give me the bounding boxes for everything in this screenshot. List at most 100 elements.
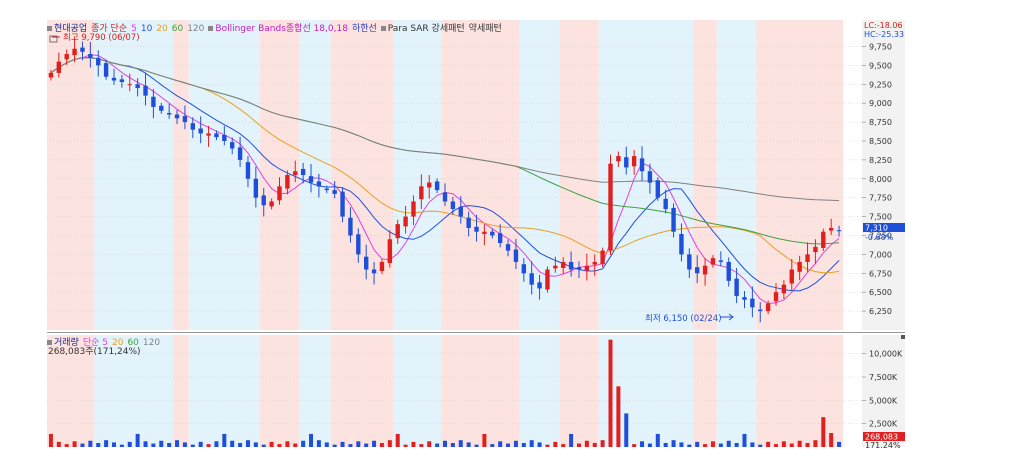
volume-bar xyxy=(285,441,290,447)
candle-body xyxy=(237,147,243,160)
volume-bar xyxy=(364,443,369,447)
volume-bar xyxy=(750,442,755,447)
price-legend-label: 종가 단순 xyxy=(91,24,128,34)
price-legend-item-2[interactable]: 5 xyxy=(131,24,137,34)
volume-bar xyxy=(805,442,810,447)
volume-bar xyxy=(513,440,518,447)
candle-body xyxy=(568,261,574,270)
volume-legend-item-1[interactable]: 단순 5 xyxy=(83,338,108,348)
candle-body xyxy=(600,250,605,265)
candle-body xyxy=(395,224,400,239)
volume-bar xyxy=(774,444,779,447)
volume-axis-bg xyxy=(862,335,905,447)
volume-bar xyxy=(435,443,440,447)
price-legend-label: 하한선 xyxy=(351,24,377,34)
volume-bar xyxy=(88,440,93,447)
price-zone xyxy=(393,20,442,330)
candle-body xyxy=(584,265,590,271)
price-axis-label: 9,250 xyxy=(869,80,892,89)
candle-body xyxy=(379,261,385,272)
candle-body xyxy=(687,254,692,270)
volume-bar xyxy=(190,444,195,447)
candle-body xyxy=(805,254,810,262)
volume-zone xyxy=(173,335,189,447)
price-legend-item-1[interactable]: 종가 단순 xyxy=(91,24,127,34)
candle-body xyxy=(718,260,724,262)
volume-bar xyxy=(182,442,187,447)
volume-bar xyxy=(710,441,715,447)
price-legend-item-8[interactable]: 하한선 xyxy=(352,24,377,34)
volume-bar xyxy=(324,442,329,447)
volume-legend-item-3[interactable]: 60 xyxy=(127,338,138,348)
volume-zone xyxy=(716,335,757,447)
candle-body xyxy=(821,231,826,248)
volume-legend-item-0[interactable]: 거래량 xyxy=(47,338,79,348)
volume-legend-item-4[interactable]: 120 xyxy=(143,338,160,348)
volume-bar xyxy=(135,433,140,447)
candle-body xyxy=(206,133,211,136)
price-legend-item-3[interactable]: 10 xyxy=(141,24,152,34)
candle-body xyxy=(789,269,794,284)
price-axis-bg xyxy=(862,20,905,330)
volume-bar xyxy=(553,441,558,447)
low-arrow-icon xyxy=(720,313,734,321)
volume-bar xyxy=(151,443,156,447)
volume-bar xyxy=(119,444,124,447)
panel-resize-icon[interactable] xyxy=(901,335,905,339)
price-legend-label: 약세패턴 xyxy=(468,24,502,34)
volume-bar xyxy=(758,444,763,447)
volume-legend-item-2[interactable]: 20 xyxy=(112,338,123,348)
candle-body xyxy=(521,264,527,274)
candle-body xyxy=(253,178,259,198)
price-axis-label: 8,500 xyxy=(869,137,892,146)
volume-bar xyxy=(695,441,700,447)
candle-body xyxy=(159,105,164,111)
volume-legend-label: 120 xyxy=(142,338,161,348)
candle-body xyxy=(324,188,329,191)
volume-bar xyxy=(411,441,416,447)
volume-bar xyxy=(821,417,826,447)
volume-bar xyxy=(230,440,235,447)
volume-bar xyxy=(616,386,621,447)
volume-bar xyxy=(482,433,487,447)
price-legend-item-0[interactable]: 현대공업 xyxy=(47,24,87,34)
volume-bar xyxy=(561,444,566,447)
volume-bar xyxy=(419,444,424,447)
candle-body xyxy=(553,265,558,269)
volume-legend-label: 단순 5 xyxy=(82,338,108,348)
candle-body xyxy=(316,181,322,187)
candle-body xyxy=(608,163,613,251)
volume-legend: 거래량 단순 5 20 60 120 xyxy=(47,335,164,348)
price-legend-item-9[interactable]: Para SAR 강세패턴 xyxy=(380,24,465,34)
candle-body xyxy=(813,246,818,253)
candle-body xyxy=(458,206,463,217)
volume-bar xyxy=(111,442,116,447)
candle-body xyxy=(592,261,597,265)
volume-bar xyxy=(253,442,258,447)
volume-bar xyxy=(269,441,274,447)
price-legend-item-4[interactable]: 20 xyxy=(156,24,167,34)
volume-bar xyxy=(443,440,447,447)
candle-body xyxy=(576,267,582,270)
chart-toggle-icon[interactable] xyxy=(49,35,58,43)
price-legend-item-5[interactable]: 60 xyxy=(172,24,183,34)
price-legend-item-6[interactable]: 120 xyxy=(187,24,204,34)
volume-bar xyxy=(316,440,321,447)
price-legend-item-10[interactable]: 약세패턴 xyxy=(469,24,502,34)
candle-body xyxy=(434,181,440,191)
low-annotation: 최저 6,150 (02/24) xyxy=(645,313,722,324)
candle-body xyxy=(734,278,739,296)
volume-bar xyxy=(655,433,660,447)
volume-bar xyxy=(356,441,361,447)
volume-bar xyxy=(569,433,574,447)
price-axis-label: 7,500 xyxy=(869,213,892,222)
volume-bar xyxy=(726,440,731,447)
candle-body xyxy=(450,201,456,210)
volume-bar xyxy=(640,441,645,447)
candle-body xyxy=(182,116,188,123)
price-legend-item-7[interactable]: Bollinger Bands종합선 18,0,18 xyxy=(208,24,348,34)
candle-body xyxy=(836,230,842,232)
volume-bar xyxy=(718,443,723,447)
